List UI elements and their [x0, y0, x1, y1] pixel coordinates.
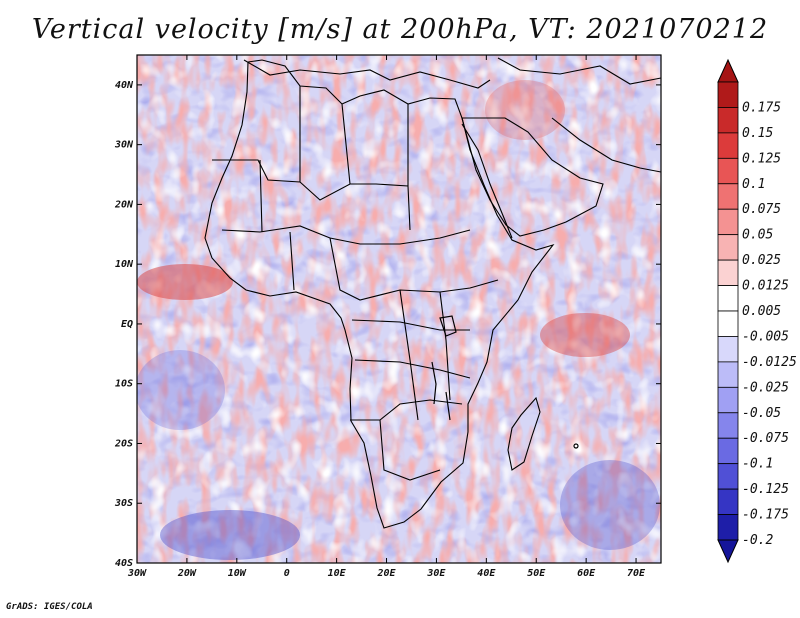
- colorbar-label: 0.075: [742, 202, 781, 217]
- colorbar-bin: [717, 183, 739, 210]
- colorbar-bin: [717, 463, 739, 490]
- lon-tick-label: 10E: [328, 568, 347, 579]
- lon-tick-label: 60E: [577, 568, 596, 579]
- lon-tick-label: 30W: [127, 568, 147, 579]
- colorbar-bin: [717, 336, 739, 363]
- lon-tick-label: 50E: [527, 568, 546, 579]
- colorbar-bin: [717, 107, 739, 134]
- colorbar-label: -0.175: [742, 508, 789, 523]
- colorbar-bin: [717, 208, 739, 236]
- colorbar-label: 0.1: [742, 177, 765, 192]
- colorbar-bin: [717, 259, 739, 286]
- colorbar-label: -0.0125: [742, 355, 797, 370]
- lat-axis: 40N 30N 20N 10N EQ 10S 20S 30S 40S: [114, 80, 661, 569]
- colorbar-bin: [717, 361, 739, 388]
- velocity-field: [137, 55, 661, 563]
- colorbar-label: 0.15: [742, 126, 773, 141]
- lat-tick-label: 40S: [115, 558, 133, 569]
- colorbar-bin: [717, 285, 739, 312]
- lon-tick-label: 10W: [228, 568, 247, 579]
- lon-tick-label: 20E: [376, 568, 396, 579]
- lat-tick-label: 20S: [114, 438, 133, 449]
- colorbar-label: -0.125: [742, 482, 789, 497]
- lat-tick-label: EQ: [121, 319, 133, 330]
- colorbar-bin: [717, 437, 739, 465]
- chart-title: Vertical velocity [m/s] at 200hPa, VT: 2…: [31, 14, 769, 45]
- lat-tick-label: 20N: [114, 199, 134, 210]
- lat-tick-label: 30S: [114, 498, 133, 509]
- colorbar-bin: [717, 412, 739, 439]
- colorbar-label: 0.0125: [742, 279, 789, 294]
- colorbar-bin: [717, 386, 739, 414]
- plot-frame: [136, 54, 662, 564]
- credit-text: GrADS: IGES/COLA: [6, 602, 93, 612]
- lon-tick-label: 20W: [177, 568, 197, 579]
- colorbar-label: 0.05: [742, 228, 773, 243]
- colorbar-label: -0.1: [742, 457, 773, 472]
- colorbar-label: -0.05: [742, 406, 781, 421]
- colorbar-bin: [717, 234, 739, 261]
- colorbar-label: -0.2: [742, 533, 773, 548]
- colorbar-label: 0.175: [742, 100, 781, 115]
- lon-tick-label: 0: [284, 568, 290, 579]
- lon-tick-label: 30E: [426, 568, 446, 579]
- colorbar-label: 0.005: [742, 304, 781, 319]
- lat-tick-label: 40N: [115, 80, 134, 91]
- colorbar-bin: [717, 132, 739, 159]
- colorbar-label: 0.025: [742, 253, 781, 268]
- colorbar-label: 0.125: [742, 151, 781, 166]
- colorbar-bin: [717, 81, 739, 108]
- colorbar-bottom-tip: [717, 539, 739, 564]
- lon-tick-label: 40E: [477, 568, 496, 579]
- colorbar-bin: [717, 157, 739, 185]
- colorbar-label: -0.075: [742, 431, 789, 446]
- lat-tick-label: 30N: [114, 140, 134, 151]
- colorbar-bin: [717, 514, 739, 541]
- colorbar-bin: [717, 310, 739, 337]
- colorbar-bin: [717, 488, 739, 515]
- colorbar-top-tip: [717, 58, 739, 83]
- lat-tick-label: 10S: [115, 379, 133, 390]
- colorbar: 0.175 0.15 0.125 0.1 0.075 0.05 0.025 0.0125 0.0…: [717, 58, 797, 564]
- colorbar-label: -0.025: [742, 380, 789, 395]
- lakes: [431, 315, 579, 449]
- colorbar-label: -0.005: [742, 329, 789, 344]
- lat-tick-label: 10N: [115, 259, 134, 270]
- lon-axis: 30W 20W 10W 0 10E 20E 30E 40E 50E 60E 70E: [127, 55, 646, 579]
- lon-tick-label: 70E: [627, 568, 646, 579]
